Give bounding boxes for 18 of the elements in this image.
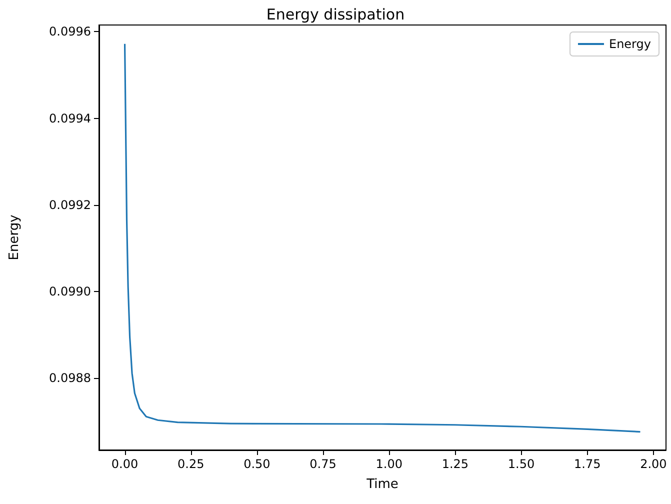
x-tick-label: 1.50 [508,457,535,471]
x-tick-label: 0.00 [111,457,138,471]
x-tick-label: 0.75 [310,457,336,471]
x-tick-label: 1.75 [574,457,601,471]
x-tick-label: 0.25 [177,457,204,471]
x-tick-label: 1.00 [376,457,402,471]
chart-title: Energy dissipation [266,6,405,24]
x-tick-label: 1.25 [442,457,469,471]
y-tick-label: 0.0990 [49,284,91,299]
y-axis-title: Energy [7,214,22,260]
y-tick-label: 0.0988 [49,371,91,386]
x-tick-label: 0.50 [244,457,270,471]
legend-label: Energy [608,37,652,51]
x-tick-label: 2.00 [640,457,667,471]
y-tick-label: 0.0994 [49,111,91,126]
x-axis-title: Time [366,477,398,492]
y-tick-label: 0.0992 [49,198,91,212]
y-tick-label: 0.0996 [49,24,91,39]
